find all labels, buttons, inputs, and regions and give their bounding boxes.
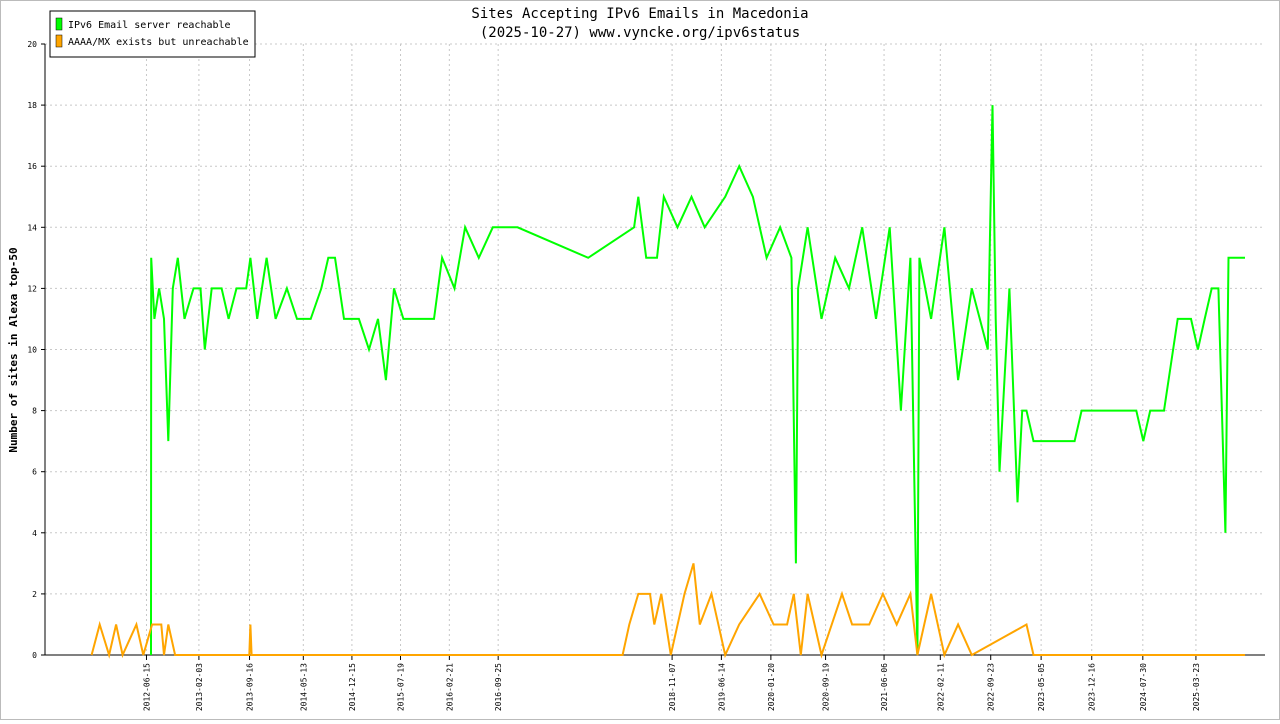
x-tick-label: 2020-01-20 (767, 663, 776, 711)
x-tick-label: 2023-05-05 (1037, 663, 1046, 711)
y-tick-label: 16 (27, 162, 37, 171)
y-axis-label: Number of sites in Alexa top-50 (7, 247, 20, 452)
x-tick-label: 2025-03-23 (1192, 663, 1201, 711)
x-tick-label: 2023-12-16 (1088, 663, 1097, 711)
chart-title: Sites Accepting IPv6 Emails in Macedonia (471, 6, 808, 22)
x-tick-label: 2012-06-15 (142, 663, 151, 711)
x-tick-label: 2020-09-19 (822, 663, 831, 711)
legend-swatch (55, 34, 63, 48)
x-tick-label: 2018-11-07 (668, 663, 677, 711)
x-tick-label: 2016-09-25 (494, 663, 503, 711)
series-line (150, 105, 1245, 656)
legend-label: AAAA/MX exists but unreachable (68, 37, 249, 48)
x-tick-label: 2013-02-03 (195, 663, 204, 711)
x-tick-label: 2024-07-30 (1139, 663, 1148, 711)
x-tick-label: 2014-12-15 (348, 663, 357, 711)
x-tick-label: 2022-09-23 (987, 663, 996, 711)
y-tick-label: 12 (27, 284, 37, 293)
y-tick-label: 2 (32, 590, 37, 599)
y-tick-label: 18 (27, 101, 37, 110)
x-tick-label: 2021-06-06 (880, 663, 889, 711)
x-tick-label: 2016-02-21 (445, 663, 454, 711)
x-tick-label: 2019-06-14 (717, 663, 726, 711)
x-tick-label: 2013-09-16 (246, 663, 255, 711)
legend-box (49, 10, 256, 58)
y-tick-label: 10 (27, 346, 37, 355)
y-tick-label: 6 (32, 468, 37, 477)
x-tick-label: 2015-07-19 (397, 663, 406, 711)
y-tick-label: 8 (32, 407, 37, 416)
chart-subtitle: (2025-10-27) www.vyncke.org/ipv6status (480, 25, 800, 41)
x-tick-label: 2022-02-11 (936, 663, 945, 711)
y-tick-label: 14 (27, 223, 37, 232)
legend-swatch (55, 17, 63, 31)
x-tick-label: 2014-05-13 (299, 663, 308, 711)
legend-label: IPv6 Email server reachable (68, 20, 231, 31)
series-line (90, 563, 1245, 659)
y-tick-label: 4 (32, 529, 37, 538)
legend: IPv6 Email server reachable AAAA/MX exist… (49, 10, 256, 58)
y-tick-label: 0 (32, 651, 37, 660)
y-tick-label: 20 (27, 40, 37, 49)
